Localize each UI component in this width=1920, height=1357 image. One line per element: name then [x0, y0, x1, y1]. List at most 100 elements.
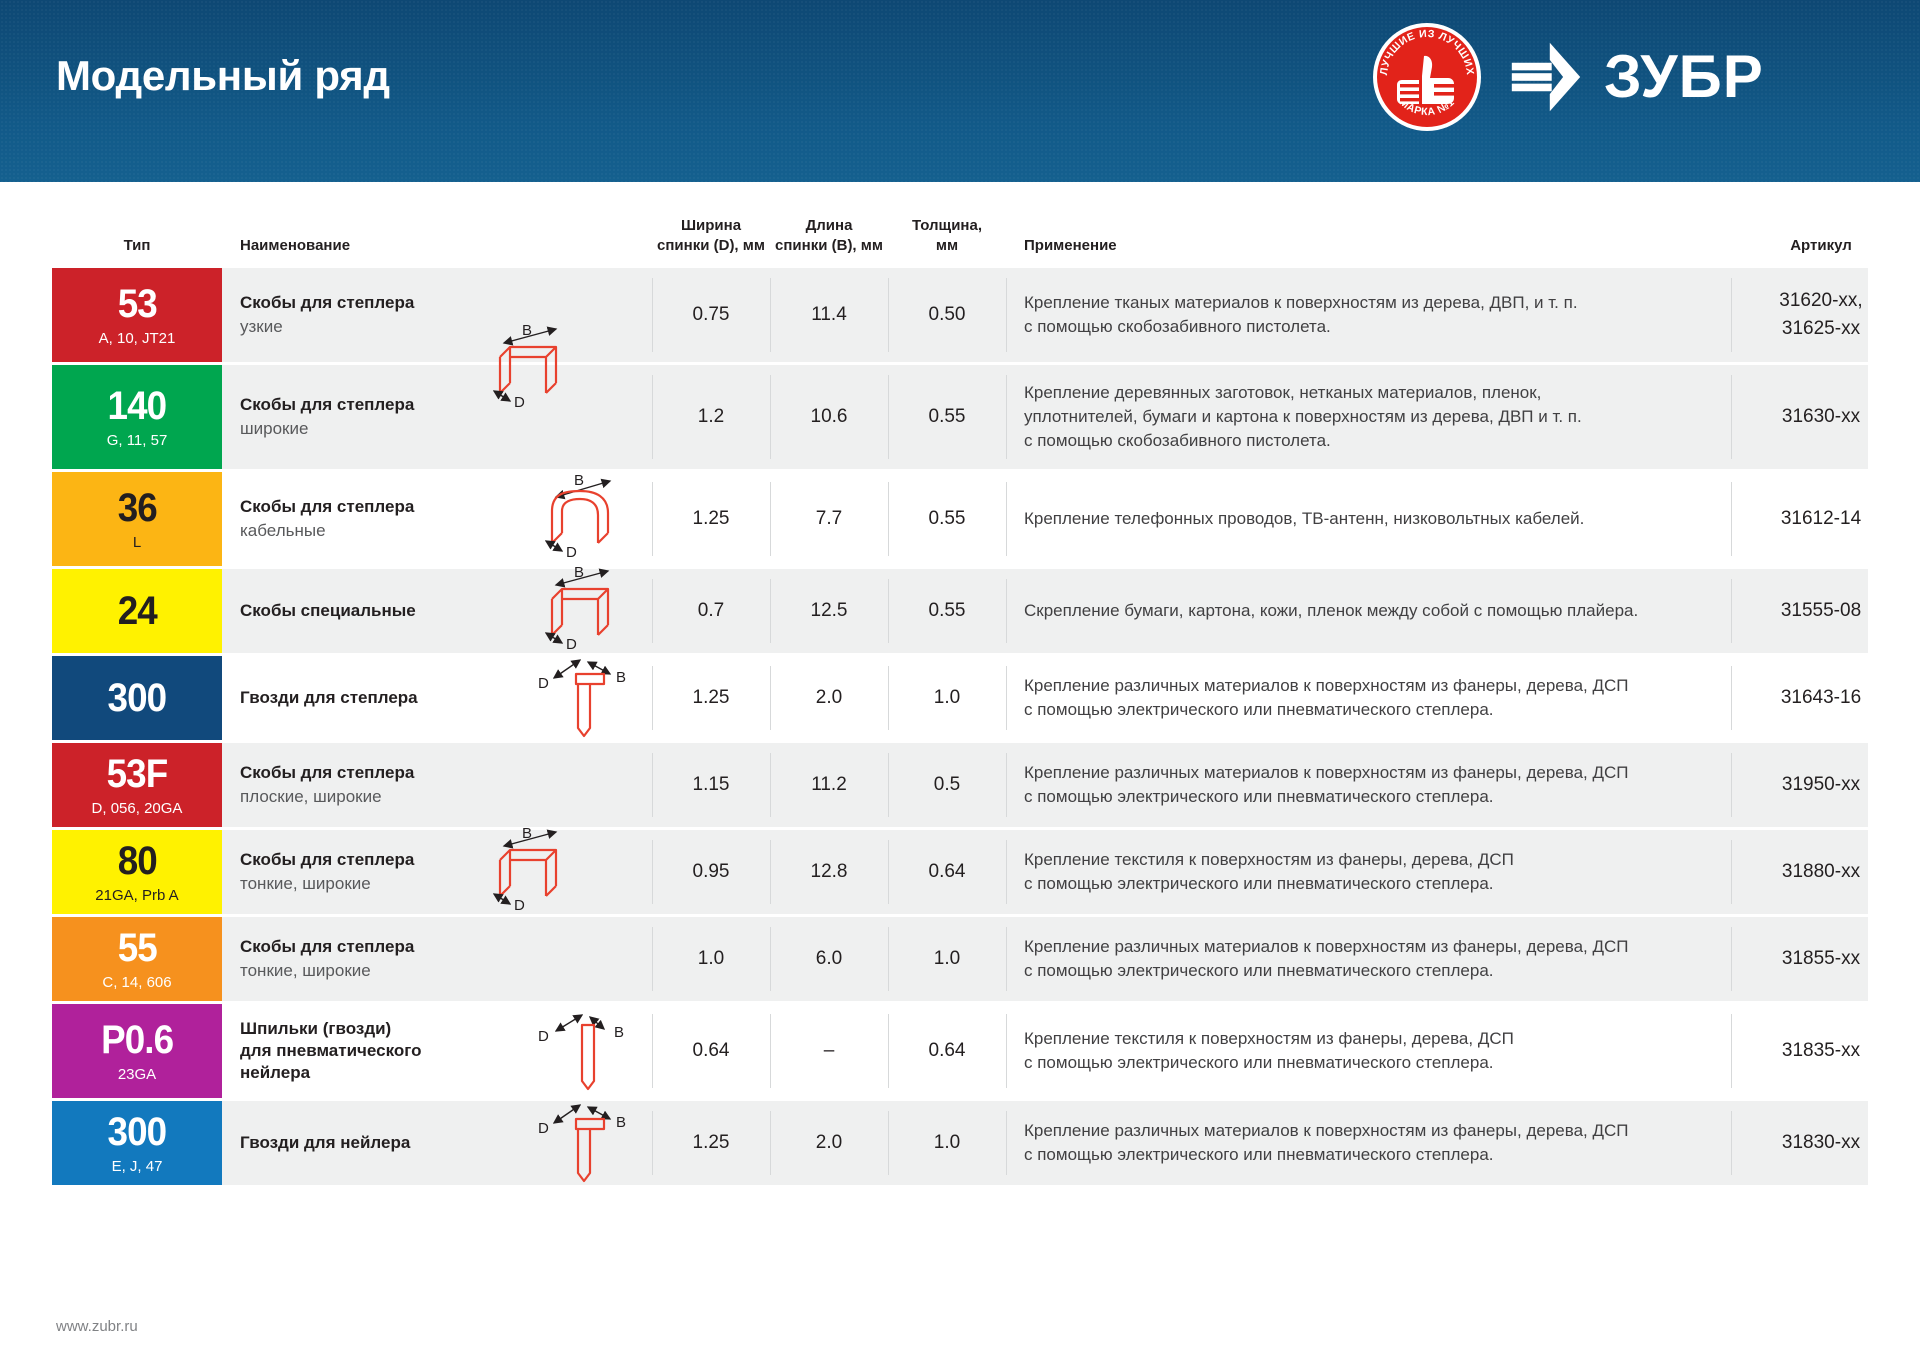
diagram-cell — [522, 830, 652, 914]
article-cell: 31830-xx — [1731, 1101, 1911, 1185]
diagram-cell: D B — [522, 1101, 652, 1185]
table-header-row: Тип Наименование Ширина спинки (D), мм Д… — [0, 182, 1920, 268]
width-value: 1.25 — [652, 1101, 770, 1185]
usage-line-1: Скрепление бумаги, картона, кожи, пленок… — [1024, 600, 1639, 620]
table-row: P0.6 23GA Шпильки (гвозди) для пневматическ… — [52, 1004, 1868, 1098]
thickness-value: 0.50 — [888, 268, 1006, 362]
brand-block: ЛУЧШИЕ ИЗ ЛУЧШИХ МАРКА №1 — [1372, 22, 1874, 132]
usage-line-2: с помощью электрического или пневматичес… — [1024, 1053, 1494, 1072]
width-value: 0.64 — [652, 1004, 770, 1098]
type-badge-number: 36 — [117, 486, 157, 530]
table-row: 140 G, 11, 57 Скобы для степлера широкие 1.2… — [52, 365, 1868, 469]
type-badge-subtitle: C, 14, 606 — [102, 974, 172, 991]
type-badge: 24 — [52, 569, 222, 653]
name-cell: Скобы специальные — [222, 569, 522, 653]
type-badge-subtitle: 21GA, Prb A — [95, 887, 179, 904]
width-value: 1.15 — [652, 743, 770, 827]
type-cell: 36 L — [52, 472, 222, 566]
type-badge: 55 C, 14, 606 — [52, 917, 222, 1001]
zubr-wordmark: ЗУБР — [1604, 46, 1764, 108]
article-cell: 31950-xx — [1731, 743, 1911, 827]
width-value: 1.25 — [652, 472, 770, 566]
article-cell: 31643-16 — [1731, 656, 1911, 740]
thickness-value: 1.0 — [888, 656, 1006, 740]
thickness-value: 0.64 — [888, 1004, 1006, 1098]
table-body: 53 A, 10, JT21 Скобы для степлера узкие 0.75… — [0, 268, 1920, 1185]
col-header-thickness-line1: Толщина, — [912, 216, 982, 234]
usage-line-2: с помощью электрического или пневматичес… — [1024, 700, 1494, 719]
article-line-1: 31950-xx — [1781, 774, 1861, 796]
nail-icon: D B — [538, 1104, 626, 1183]
width-value: 1.2 — [652, 365, 770, 469]
zubr-logo: ЗУБР — [1508, 39, 1874, 115]
type-badge-number: 55 — [117, 926, 157, 970]
type-badge-number: 140 — [107, 384, 168, 428]
usage-line-1: Крепление тканых материалов к поверхност… — [1024, 292, 1578, 312]
nail-icon: D B — [538, 659, 626, 738]
type-badge: 36 L — [52, 472, 222, 566]
page-title: Модельный ряд — [56, 52, 390, 99]
product-name: Гвозди для степлера — [240, 688, 418, 708]
svg-text:B: B — [574, 472, 584, 489]
usage-cell: Крепление телефонных проводов, ТВ-антенн… — [1006, 472, 1731, 566]
article-cell: 31620-xx, 31625-xx — [1731, 268, 1911, 362]
usage-cell: Крепление тканых материалов к поверхност… — [1006, 268, 1731, 362]
usage-line-2: с помощью электрического или пневматичес… — [1024, 787, 1494, 806]
type-badge-number: 80 — [117, 839, 157, 883]
product-name: Шпильки (гвозди) — [240, 1019, 392, 1039]
length-value: 2.0 — [770, 1101, 888, 1185]
usage-cell: Крепление деревянных заготовок, нетканых… — [1006, 365, 1731, 469]
width-value: 0.7 — [652, 569, 770, 653]
product-name: Скобы для степлера — [240, 850, 415, 870]
type-cell: 300 E, J, 47 — [52, 1101, 222, 1185]
col-header-width-line2: спинки (D), мм — [657, 236, 765, 254]
article-line-1: 31555-08 — [1780, 600, 1862, 622]
type-badge-number: 300 — [107, 1110, 168, 1154]
thickness-value: 1.0 — [888, 917, 1006, 1001]
svg-text:D: D — [538, 1120, 549, 1137]
product-subtitle: тонкие, широкие — [240, 874, 371, 893]
product-name: Скобы специальные — [240, 601, 416, 621]
type-cell: 53F D, 056, 20GA — [52, 743, 222, 827]
table-row: 36 L Скобы для степлера кабельные B D 1.25 7… — [52, 472, 1868, 566]
type-badge-number: 24 — [117, 589, 157, 633]
type-badge-subtitle: 23GA — [117, 1066, 157, 1083]
article-line-1: 31835-xx — [1781, 1040, 1861, 1062]
name-cell: Гвозди для нейлера — [222, 1101, 522, 1185]
product-name-line-2: для пневматического — [240, 1041, 422, 1061]
article-line-2: 31625-xx — [1781, 318, 1861, 339]
usage-line-1: Крепление телефонных проводов, ТВ-антенн… — [1024, 508, 1585, 528]
svg-text:B: B — [616, 669, 626, 686]
zubr-diamond-icon — [1511, 42, 1581, 112]
usage-cell: Крепление текстиля к поверхностям из фан… — [1006, 830, 1731, 914]
col-header-width-line1: Ширина — [680, 216, 742, 234]
usage-line-1: Крепление текстиля к поверхностям из фан… — [1024, 1028, 1514, 1048]
type-cell: 24 — [52, 569, 222, 653]
col-header-thickness-line2: мм — [935, 236, 959, 254]
svg-text:ЗУБР: ЗУБР — [1604, 46, 1764, 108]
diagram-cell: B D — [522, 472, 652, 566]
article-cell: 31630-xx — [1731, 365, 1911, 469]
diagram-cell: D B — [522, 656, 652, 740]
length-value: 2.0 — [770, 656, 888, 740]
type-cell: 55 C, 14, 606 — [52, 917, 222, 1001]
page-header: Модельный ряд ЛУЧШИЕ ИЗ ЛУЧШИХ МАРКА №1 — [0, 0, 1920, 182]
name-cell: Шпильки (гвозди) для пневматического нейле… — [222, 1004, 522, 1098]
diagram-cell: D B — [522, 1004, 652, 1098]
usage-cell: Крепление различных материалов к поверхн… — [1006, 917, 1731, 1001]
article-line-1: 31612-14 — [1780, 508, 1862, 530]
col-header-length-line1: Длина — [805, 216, 853, 234]
width-value: 0.75 — [652, 268, 770, 362]
usage-cell: Скрепление бумаги, картона, кожи, пленок… — [1006, 569, 1731, 653]
usage-cell: Крепление текстиля к поверхностям из фан… — [1006, 1004, 1731, 1098]
product-name: Скобы для степлера — [240, 763, 415, 783]
length-value: 12.5 — [770, 569, 888, 653]
staple-square-icon: B D — [544, 564, 610, 653]
article-cell: 31835-xx — [1731, 1004, 1911, 1098]
width-value: 1.0 — [652, 917, 770, 1001]
svg-text:D: D — [538, 1028, 549, 1045]
product-subtitle: плоские, широкие — [240, 787, 382, 806]
type-badge: 140 G, 11, 57 — [52, 365, 222, 469]
thickness-value: 0.55 — [888, 472, 1006, 566]
type-cell: 140 G, 11, 57 — [52, 365, 222, 469]
